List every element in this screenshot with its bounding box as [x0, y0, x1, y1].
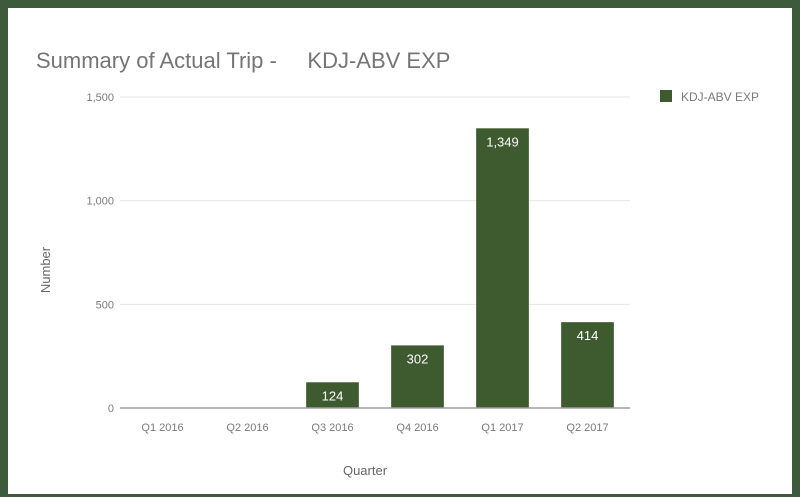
y-tick-label: 1,500: [86, 92, 114, 104]
legend-swatch: [660, 90, 672, 102]
chart-title: Summary of Actual Trip - KDJ-ABV EXP: [36, 48, 450, 73]
gridlines: [120, 96, 630, 305]
bar-data-label: 302: [407, 351, 429, 366]
y-axis-ticks: 0 500 1,000 1,500: [86, 92, 114, 415]
bar-data-label: 124: [322, 388, 344, 403]
x-tick-label: Q1 2017: [481, 422, 523, 434]
y-tick-label: 1,000: [86, 196, 114, 208]
bar: [561, 322, 614, 408]
x-axis-label: Quarter: [343, 463, 388, 478]
bar: [391, 345, 444, 408]
x-axis-ticks: Q1 2016 Q2 2016 Q3 2016 Q4 2016 Q1 2017 Q2 20…: [141, 422, 608, 434]
legend-label: KDJ-ABV EXP: [681, 90, 759, 104]
bar-data-label: 414: [577, 328, 599, 343]
y-tick-label: 0: [108, 403, 114, 415]
x-tick-label: Q2 2016: [226, 422, 268, 434]
bars: [306, 128, 614, 408]
legend: KDJ-ABV EXP: [660, 90, 759, 104]
y-axis-label: Number: [38, 246, 53, 293]
y-tick-label: 500: [96, 299, 114, 311]
x-tick-label: Q1 2016: [141, 422, 183, 434]
x-tick-label: Q2 2017: [566, 422, 608, 434]
x-tick-label: Q3 2016: [311, 422, 353, 434]
bar-labels: 124 302 1,349 414: [322, 134, 599, 403]
bar-chart: Summary of Actual Trip - KDJ-ABV EXP 0 50…: [36, 48, 759, 478]
bar: [306, 382, 359, 408]
x-tick-label: Q4 2016: [396, 422, 438, 434]
bar: [476, 128, 529, 408]
bar-data-label: 1,349: [486, 134, 519, 149]
